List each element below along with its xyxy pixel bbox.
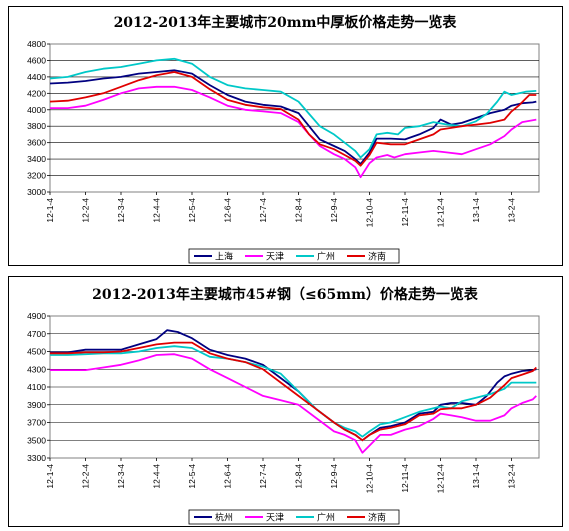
x-tick-label: 12-1-4 xyxy=(45,464,55,489)
x-tick-label: 12-12-4 xyxy=(436,464,446,494)
y-tick-label: 4800 xyxy=(27,39,46,49)
x-tick-label: 12-7-4 xyxy=(258,198,268,223)
x-tick-label: 12-9-4 xyxy=(329,464,339,489)
series-line-广州 xyxy=(49,57,537,159)
series-line-上海 xyxy=(49,69,537,165)
y-tick-label: 3500 xyxy=(27,435,46,445)
legend-label: 广州 xyxy=(317,512,335,524)
chart-panel-steel45: 2012-2013年主要城市45#钢（≤65mm）价格走势一览表 3300 350… xyxy=(8,276,563,527)
x-tick-label: 12-2-4 xyxy=(81,198,91,223)
x-tick-label: 12-4-4 xyxy=(152,464,162,489)
y-tick-label: 4600 xyxy=(27,55,46,65)
y-tick-label: 4100 xyxy=(27,382,46,392)
x-tick-label: 12-8-4 xyxy=(294,198,304,223)
series-line-济南 xyxy=(49,71,537,167)
legend-label: 济南 xyxy=(368,512,386,524)
x-tick-label: 12-9-4 xyxy=(329,198,339,223)
x-tick-label: 12-5-4 xyxy=(187,464,197,489)
legend-box xyxy=(188,248,400,264)
x-tick-label: 12-5-4 xyxy=(187,198,197,223)
x-tick-label: 13-2-4 xyxy=(507,464,517,489)
x-tick-label: 13-1-4 xyxy=(471,464,481,489)
legend-label: 天津 xyxy=(266,513,284,524)
y-tick-label: 4400 xyxy=(27,72,46,82)
chart-title: 2012-2013年主要城市20mm中厚板价格走势一览表 xyxy=(114,14,458,31)
y-tick-label: 3200 xyxy=(27,171,46,181)
series-line-天津 xyxy=(50,353,537,454)
y-tick-label: 4200 xyxy=(27,88,46,98)
x-tick-label: 12-3-4 xyxy=(116,464,126,489)
legend-label: 广州 xyxy=(317,251,335,263)
series-line-济南 xyxy=(50,341,537,442)
legend-label: 天津 xyxy=(266,252,284,263)
chart-panel-plate: 2012-2013年主要城市20mm中厚板价格走势一览表 3000 3200 340… xyxy=(8,6,563,266)
chart-svg-plate: 2012-2013年主要城市20mm中厚板价格走势一览表 3000 3200 340… xyxy=(27,14,540,264)
x-tick-label: 12-4-4 xyxy=(152,198,162,223)
x-tick-label: 12-7-4 xyxy=(258,464,268,489)
x-tick-label: 12-11-4 xyxy=(400,198,410,227)
chart-title: 2012-2013年主要城市45#钢（≤65mm）价格走势一览表 xyxy=(92,286,479,303)
x-tick-label: 12-10-4 xyxy=(365,464,375,494)
x-tick-label: 12-8-4 xyxy=(294,464,304,489)
y-tick-label: 3400 xyxy=(27,154,46,164)
x-tick-label: 12-6-4 xyxy=(223,198,233,223)
x-tick-label: 12-12-4 xyxy=(436,198,446,228)
y-tick-label: 3900 xyxy=(27,400,46,410)
y-tick-label: 3600 xyxy=(27,138,46,148)
x-tick-label: 12-1-4 xyxy=(45,198,55,223)
x-tick-label: 12-6-4 xyxy=(223,464,233,489)
legend-box xyxy=(188,509,400,525)
chart-svg-steel45: 2012-2013年主要城市45#钢（≤65mm）价格走势一览表 3300 350… xyxy=(27,286,540,525)
x-tick-label: 12-3-4 xyxy=(116,198,126,223)
legend-label: 杭州 xyxy=(215,512,233,524)
legend-label: 上海 xyxy=(215,251,233,263)
y-tick-label: 4900 xyxy=(27,311,46,321)
y-tick-label: 3000 xyxy=(27,187,46,197)
y-tick-label: 4500 xyxy=(27,347,46,357)
y-tick-label: 3800 xyxy=(27,121,46,131)
x-tick-label: 12-11-4 xyxy=(400,464,410,493)
y-tick-label: 4000 xyxy=(27,105,46,115)
x-tick-label: 13-1-4 xyxy=(471,198,481,223)
series-line-天津 xyxy=(50,85,537,179)
legend-label: 济南 xyxy=(368,251,386,263)
series-line-广州 xyxy=(50,345,537,438)
x-tick-label: 12-10-4 xyxy=(365,198,375,228)
y-tick-label: 3300 xyxy=(27,453,46,463)
y-tick-label: 4300 xyxy=(27,364,46,374)
y-tick-label: 3700 xyxy=(27,418,46,428)
x-tick-label: 12-2-4 xyxy=(81,464,91,489)
x-tick-label: 13-2-4 xyxy=(507,198,517,223)
y-tick-label: 4700 xyxy=(27,329,46,339)
